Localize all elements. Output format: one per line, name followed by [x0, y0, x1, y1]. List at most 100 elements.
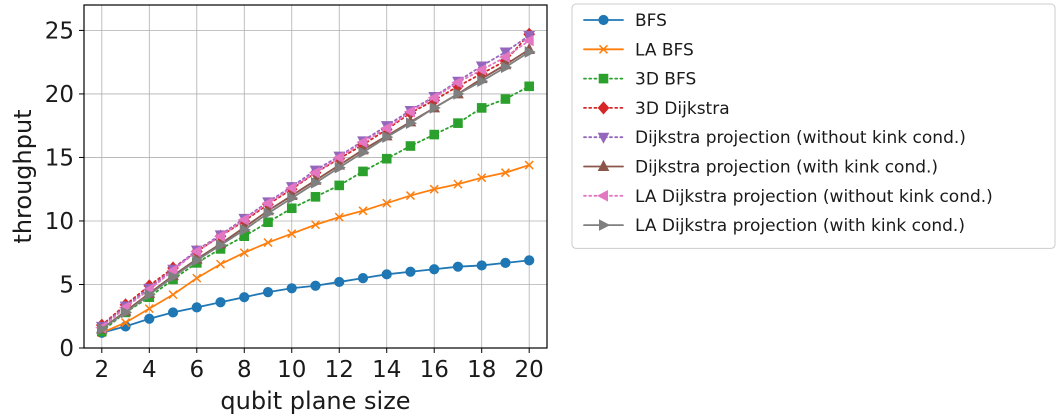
data-point: [311, 177, 323, 189]
legend-label: Dijkstra projection (with kink cond.): [635, 158, 938, 178]
legend-marker: [596, 189, 608, 202]
legend-label: LA BFS: [635, 40, 694, 60]
data-point: [121, 306, 133, 319]
x-axis: 2 4 6 8 10 12 14 16 18 20: [94, 348, 544, 383]
x-tick-label: 10: [277, 357, 306, 383]
x-marker-stroke: [500, 168, 510, 178]
legend-marker: [598, 14, 609, 26]
data-point: [427, 91, 439, 104]
x-marker-stroke: [192, 273, 202, 283]
data-point: [192, 254, 204, 267]
x-marker-stroke: [334, 212, 344, 222]
x-marker-stroke: [358, 206, 368, 216]
x-tick-label: 20: [515, 357, 544, 383]
data-point: [429, 129, 440, 140]
y-tick-label: 15: [45, 145, 74, 171]
legend-label: LA Dijkstra projection (without kink con…: [635, 187, 993, 207]
data-point: [453, 88, 465, 100]
x-marker-stroke: [429, 184, 439, 194]
data-point: [475, 63, 487, 76]
x-marker-stroke: [524, 160, 534, 170]
data-point: [358, 146, 370, 159]
legend-marker: [599, 219, 611, 231]
data-point: [263, 217, 273, 228]
legend-item: 3D BFS: [583, 70, 696, 90]
legend-item: BFS: [583, 11, 667, 31]
legend-marker: [597, 101, 610, 115]
legend-box: [571, 3, 1056, 249]
x-tick-label: 14: [372, 357, 401, 383]
y-axis-label: throughput: [9, 109, 37, 243]
x-marker-stroke: [310, 220, 321, 230]
x-marker-stroke: [598, 44, 609, 54]
data-point: [310, 220, 321, 230]
data-point: [310, 192, 321, 202]
data-point: [382, 131, 394, 143]
data-point: [500, 257, 511, 268]
data-point: [405, 191, 416, 201]
data-point: [500, 94, 511, 104]
y-axis: 0 5 10 15 20 25: [45, 18, 84, 362]
data-point: [405, 266, 416, 277]
data-point: [452, 261, 464, 272]
data-point: [237, 213, 249, 226]
y-tick-label: 0: [59, 336, 74, 362]
data-point: [382, 198, 392, 208]
x-tick-label: 6: [189, 357, 204, 383]
legend-marker: [597, 132, 610, 144]
data-point: [358, 166, 368, 177]
x-marker-stroke: [477, 173, 487, 183]
data-point: [429, 184, 439, 194]
data-point: [524, 46, 536, 58]
legend-marker: [598, 73, 609, 84]
legend-label: Dijkstra projection (without kink cond.): [635, 128, 966, 148]
data-point: [310, 280, 321, 291]
legend-label: 3D Dijkstra: [635, 99, 730, 119]
data-point: [286, 203, 297, 214]
data-point: [144, 313, 155, 324]
legend: BFS LA BFS 3D BFS 3D Dijkstra Dijkstra proje…: [571, 3, 1056, 249]
x-axis-label: qubit plane size: [220, 387, 410, 415]
data-point: [451, 76, 463, 89]
data-point: [358, 206, 368, 216]
x-tick-label: 4: [142, 357, 157, 383]
x-tick-label: 16: [420, 357, 449, 383]
data-point: [357, 273, 369, 284]
x-tick-label: 18: [467, 357, 496, 383]
legend-marker: [597, 159, 610, 171]
data-point: [261, 197, 273, 210]
data-point: [524, 160, 534, 170]
legend-item: Dijkstra projection (with kink cond.): [583, 158, 938, 178]
data-point: [97, 323, 109, 335]
series-2: [97, 160, 534, 338]
y-tick-label: 20: [45, 82, 74, 108]
data-point: [287, 229, 297, 239]
data-point: [381, 269, 392, 280]
data-point: [121, 318, 131, 328]
data-point: [429, 264, 440, 275]
data-point: [239, 292, 250, 303]
series-3: [97, 81, 534, 337]
x-tick-label: 8: [237, 357, 252, 383]
data-point: [332, 151, 344, 164]
data-point: [263, 207, 275, 220]
plot-frame: [83, 4, 548, 349]
data-point: [286, 283, 297, 294]
x-marker-stroke: [168, 290, 178, 300]
data-point: [476, 260, 487, 271]
x-marker-stroke: [263, 238, 273, 248]
data-point: [477, 173, 487, 183]
data-point: [191, 302, 202, 313]
data-point: [192, 273, 202, 283]
data-point: [215, 259, 226, 269]
data-point: [522, 34, 534, 47]
series-line: [100, 164, 531, 334]
data-point: [405, 141, 416, 151]
data-point: [216, 239, 228, 251]
x-marker-stroke: [405, 191, 416, 201]
data-point: [453, 179, 463, 189]
data-point: [500, 168, 510, 178]
legend-label: BFS: [635, 11, 667, 31]
legend-label: 3D BFS: [635, 70, 696, 90]
data-point: [498, 51, 510, 63]
